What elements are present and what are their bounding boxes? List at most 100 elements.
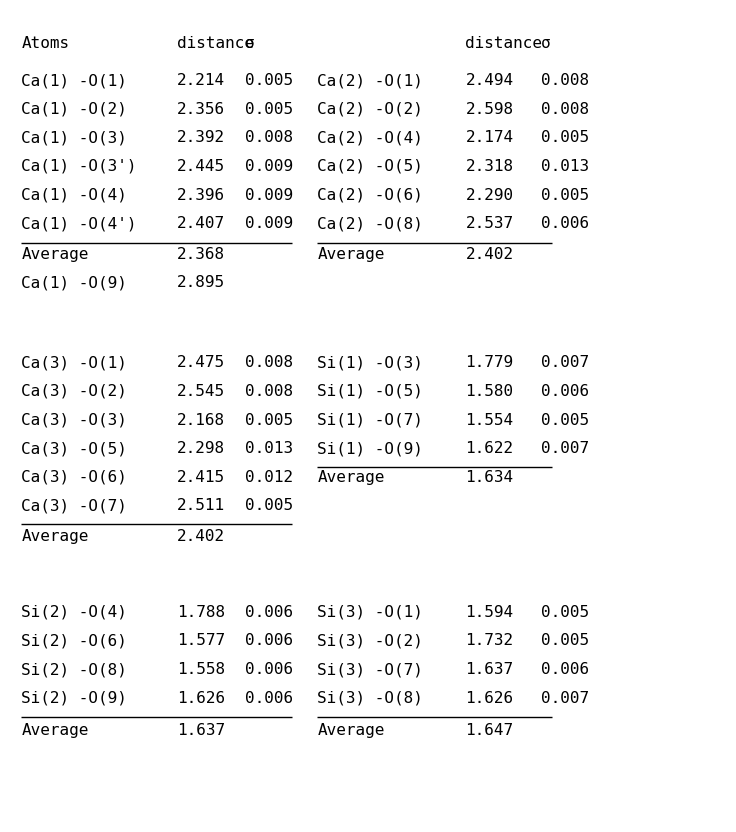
- Text: 0.013: 0.013: [541, 159, 590, 174]
- Text: 0.005: 0.005: [245, 498, 294, 513]
- Text: 1.580: 1.580: [465, 384, 514, 399]
- Text: Ca(2) -O(4): Ca(2) -O(4): [317, 131, 423, 146]
- Text: Ca(1) -O(3): Ca(1) -O(3): [21, 131, 127, 146]
- Text: 0.005: 0.005: [541, 131, 590, 146]
- Text: 0.009: 0.009: [245, 159, 294, 174]
- Text: 2.402: 2.402: [465, 246, 514, 261]
- Text: Ca(1) -O(1): Ca(1) -O(1): [21, 73, 127, 88]
- Text: Average: Average: [21, 529, 89, 544]
- Text: Ca(3) -O(7): Ca(3) -O(7): [21, 498, 127, 513]
- Text: Ca(3) -O(2): Ca(3) -O(2): [21, 384, 127, 399]
- Text: 2.598: 2.598: [465, 102, 514, 116]
- Text: Ca(3) -O(1): Ca(3) -O(1): [21, 355, 127, 370]
- Text: 2.445: 2.445: [177, 159, 224, 174]
- Text: 0.008: 0.008: [245, 355, 294, 370]
- Text: 1.637: 1.637: [465, 662, 514, 677]
- Text: 1.577: 1.577: [177, 633, 224, 648]
- Text: σ: σ: [245, 37, 255, 52]
- Text: Si(3) -O(7): Si(3) -O(7): [317, 662, 423, 677]
- Text: 1.626: 1.626: [465, 691, 514, 706]
- Text: 2.537: 2.537: [465, 216, 514, 231]
- Text: 0.008: 0.008: [541, 102, 590, 116]
- Text: Si(2) -O(6): Si(2) -O(6): [21, 633, 127, 648]
- Text: 0.012: 0.012: [245, 470, 294, 485]
- Text: Atoms: Atoms: [21, 37, 69, 52]
- Text: Ca(2) -O(6): Ca(2) -O(6): [317, 187, 423, 203]
- Text: Average: Average: [317, 470, 385, 485]
- Text: Ca(2) -O(8): Ca(2) -O(8): [317, 216, 423, 231]
- Text: Si(1) -O(7): Si(1) -O(7): [317, 413, 423, 428]
- Text: 0.005: 0.005: [541, 187, 590, 203]
- Text: Average: Average: [317, 724, 385, 739]
- Text: 0.005: 0.005: [541, 633, 590, 648]
- Text: 0.007: 0.007: [541, 691, 590, 706]
- Text: 2.298: 2.298: [177, 441, 224, 456]
- Text: Average: Average: [317, 246, 385, 261]
- Text: Si(2) -O(9): Si(2) -O(9): [21, 691, 127, 706]
- Text: Ca(2) -O(5): Ca(2) -O(5): [317, 159, 423, 174]
- Text: 2.415: 2.415: [177, 470, 224, 485]
- Text: Si(3) -O(2): Si(3) -O(2): [317, 633, 423, 648]
- Text: 2.174: 2.174: [465, 131, 514, 146]
- Text: Ca(1) -O(2): Ca(1) -O(2): [21, 102, 127, 116]
- Text: 0.009: 0.009: [245, 216, 294, 231]
- Text: Ca(3) -O(6): Ca(3) -O(6): [21, 470, 127, 485]
- Text: 0.005: 0.005: [245, 73, 294, 88]
- Text: 0.008: 0.008: [245, 131, 294, 146]
- Text: 0.006: 0.006: [541, 384, 590, 399]
- Text: 2.895: 2.895: [177, 275, 224, 290]
- Text: distance: distance: [177, 37, 254, 52]
- Text: 1.637: 1.637: [177, 724, 224, 739]
- Text: 1.779: 1.779: [465, 355, 514, 370]
- Text: 0.005: 0.005: [245, 413, 294, 428]
- Text: 0.009: 0.009: [245, 187, 294, 203]
- Text: 1.558: 1.558: [177, 662, 224, 677]
- Text: Ca(1) -O(4): Ca(1) -O(4): [21, 187, 127, 203]
- Text: 2.318: 2.318: [465, 159, 514, 174]
- Text: Si(2) -O(8): Si(2) -O(8): [21, 662, 127, 677]
- Text: 0.006: 0.006: [245, 662, 294, 677]
- Text: 2.214: 2.214: [177, 73, 224, 88]
- Text: 2.494: 2.494: [465, 73, 514, 88]
- Text: 2.511: 2.511: [177, 498, 224, 513]
- Text: 0.005: 0.005: [541, 413, 590, 428]
- Text: 0.006: 0.006: [245, 633, 294, 648]
- Text: Ca(3) -O(3): Ca(3) -O(3): [21, 413, 127, 428]
- Text: Ca(1) -O(4'): Ca(1) -O(4'): [21, 216, 137, 231]
- Text: Si(1) -O(5): Si(1) -O(5): [317, 384, 423, 399]
- Text: 1.594: 1.594: [465, 605, 514, 620]
- Text: 1.634: 1.634: [465, 470, 514, 485]
- Text: 0.008: 0.008: [245, 384, 294, 399]
- Text: 0.006: 0.006: [541, 662, 590, 677]
- Text: 1.626: 1.626: [177, 691, 224, 706]
- Text: 2.392: 2.392: [177, 131, 224, 146]
- Text: 2.368: 2.368: [177, 246, 224, 261]
- Text: 2.356: 2.356: [177, 102, 224, 116]
- Text: Ca(1) -O(9): Ca(1) -O(9): [21, 275, 127, 290]
- Text: 1.554: 1.554: [465, 413, 514, 428]
- Text: Si(2) -O(4): Si(2) -O(4): [21, 605, 127, 620]
- Text: 1.622: 1.622: [465, 441, 514, 456]
- Text: Average: Average: [21, 246, 89, 261]
- Text: Ca(3) -O(5): Ca(3) -O(5): [21, 441, 127, 456]
- Text: Si(3) -O(1): Si(3) -O(1): [317, 605, 423, 620]
- Text: σ: σ: [541, 37, 551, 52]
- Text: 0.008: 0.008: [541, 73, 590, 88]
- Text: 2.396: 2.396: [177, 187, 224, 203]
- Text: 0.005: 0.005: [541, 605, 590, 620]
- Text: 0.007: 0.007: [541, 355, 590, 370]
- Text: Ca(2) -O(2): Ca(2) -O(2): [317, 102, 423, 116]
- Text: 2.402: 2.402: [177, 529, 224, 544]
- Text: Si(3) -O(8): Si(3) -O(8): [317, 691, 423, 706]
- Text: 0.006: 0.006: [245, 691, 294, 706]
- Text: 0.013: 0.013: [245, 441, 294, 456]
- Text: Ca(2) -O(1): Ca(2) -O(1): [317, 73, 423, 88]
- Text: 2.168: 2.168: [177, 413, 224, 428]
- Text: 2.290: 2.290: [465, 187, 514, 203]
- Text: 1.647: 1.647: [465, 724, 514, 739]
- Text: 2.407: 2.407: [177, 216, 224, 231]
- Text: Si(1) -O(9): Si(1) -O(9): [317, 441, 423, 456]
- Text: Si(1) -O(3): Si(1) -O(3): [317, 355, 423, 370]
- Text: 1.788: 1.788: [177, 605, 224, 620]
- Text: Average: Average: [21, 724, 89, 739]
